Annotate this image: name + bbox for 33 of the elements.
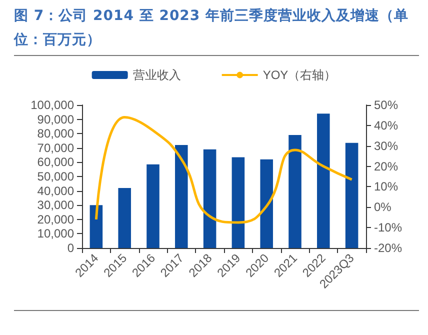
bar — [260, 159, 273, 248]
y-tick-label: 90,000 — [37, 112, 74, 126]
bar — [146, 164, 160, 248]
y-tick-label: 0 — [67, 241, 74, 255]
y-tick-label: 70,000 — [37, 140, 74, 155]
y-tick-label: 40,000 — [37, 184, 74, 198]
y2-tick-label: 10% — [374, 180, 398, 194]
y-tick-label: 100,000 — [30, 98, 74, 112]
chart-title: 图 7：公司 2014 至 2023 年前三季度营业收入及增速（单位：百万元） — [14, 4, 419, 56]
y-tick-label: 60,000 — [37, 155, 74, 170]
bar — [175, 145, 188, 248]
y-tick-label: 10,000 — [37, 226, 74, 241]
bar — [203, 149, 216, 248]
bar — [317, 114, 330, 248]
y-tick-label: 30,000 — [37, 198, 74, 212]
y2-tick-label: -20% — [374, 241, 402, 255]
bar — [90, 205, 103, 248]
y2-tick-label: -10% — [374, 220, 402, 235]
y2-tick-label: 50% — [374, 98, 398, 112]
legend-label: YOY（右轴） — [262, 68, 336, 82]
bar — [345, 142, 358, 248]
bar — [118, 188, 131, 248]
bar — [288, 135, 302, 248]
line-series — [94, 116, 354, 224]
legend-label: 营业收入 — [132, 68, 181, 82]
y-tick-label: 80,000 — [37, 126, 74, 141]
y2-tick-label: 20% — [374, 159, 398, 174]
y2-tick-label: 40% — [374, 118, 398, 132]
y2-tick-label: 0% — [374, 200, 392, 214]
y2-tick-label: 30% — [374, 138, 398, 153]
bar — [232, 157, 245, 248]
y-tick-label: 50,000 — [37, 170, 74, 184]
y-tick-label: 20,000 — [37, 212, 74, 226]
